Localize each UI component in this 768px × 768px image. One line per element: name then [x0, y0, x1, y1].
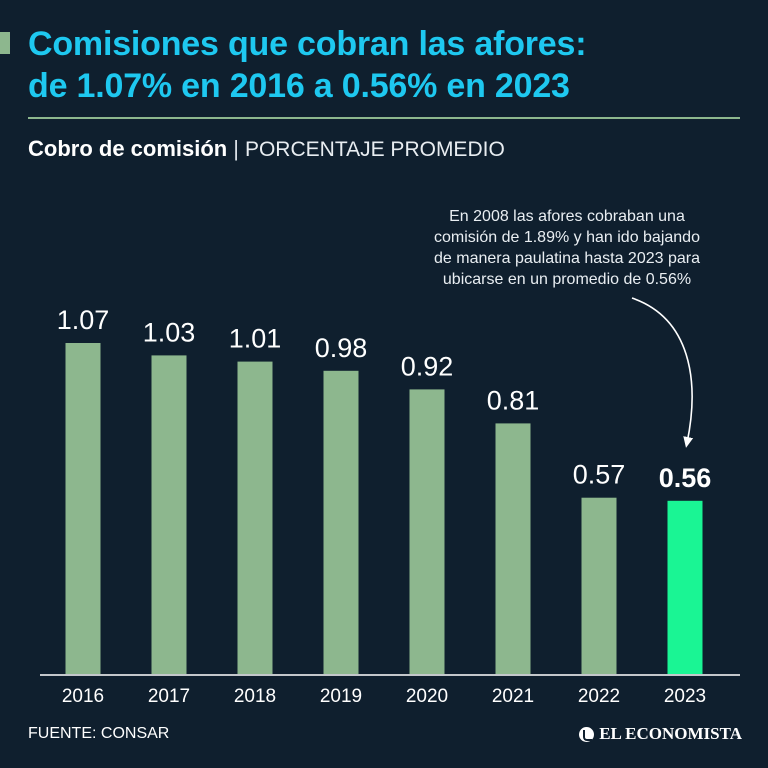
- value-label-2021: 0.81: [487, 385, 540, 415]
- annotation-line: ubicarse en un promedio de 0.56%: [442, 271, 692, 288]
- value-labels-group: 1.07 1.03 1.01 0.98 0.92 0.81 0.57 0.56: [57, 305, 712, 493]
- bar-2022: [581, 497, 617, 674]
- x-tick-2017: 2017: [148, 686, 190, 707]
- chart-subtitle: Cobro de comisión | PORCENTAJE PROMEDIO: [28, 134, 505, 165]
- x-tick-2020: 2020: [406, 686, 448, 707]
- bar-2017: [151, 355, 187, 674]
- brand-logo: EL ECONOMISTA: [579, 722, 742, 746]
- annotation-line: En 2008 las afores cobraban una: [449, 208, 685, 225]
- value-label-2020: 0.92: [401, 351, 454, 381]
- value-label-2018: 1.01: [229, 324, 282, 354]
- value-label-2019: 0.98: [315, 333, 368, 363]
- x-tick-2021: 2021: [492, 686, 534, 707]
- bars-group: [65, 343, 703, 674]
- subtitle-unit: PORCENTAJE PROMEDIO: [244, 138, 505, 161]
- x-tick-2023: 2023: [664, 686, 706, 707]
- bar-2023: [667, 500, 703, 674]
- brand-icon: [579, 726, 595, 742]
- x-tick-labels-group: 2016 2017 2018 2019 2020 2021 2022 2023: [62, 686, 706, 707]
- title-line-2: de 1.07% en 2016 a 0.56% en 2023: [28, 67, 570, 105]
- value-label-2023: 0.56: [659, 463, 712, 493]
- bar-2018: [237, 361, 273, 674]
- x-tick-2018: 2018: [234, 686, 276, 707]
- title-divider: [28, 117, 740, 119]
- brand-name: EL ECONOMISTA: [599, 724, 742, 743]
- subtitle-main: Cobro de comisión: [28, 136, 228, 161]
- bar-2020: [409, 389, 445, 674]
- value-label-2022: 0.57: [573, 460, 626, 490]
- bar-2021: [495, 423, 531, 674]
- subtitle-separator: |: [233, 136, 239, 161]
- title-accent-bar: [0, 32, 10, 54]
- x-tick-2022: 2022: [578, 686, 620, 707]
- x-tick-2016: 2016: [62, 686, 104, 707]
- title-line-1: Comisiones que cobran las afores:: [28, 25, 587, 63]
- value-label-2016: 1.07: [57, 305, 110, 335]
- source-note: FUENTE: CONSAR: [28, 725, 170, 742]
- chart-annotation: En 2008 las afores cobraban una comisión…: [392, 206, 742, 290]
- annotation-line: de manera paulatina hasta 2023 para: [434, 250, 700, 267]
- annotation-line: comisión de 1.89% y han ido bajando: [434, 229, 700, 246]
- bar-2019: [323, 370, 359, 674]
- annotation-arrow: [631, 297, 694, 448]
- value-label-2017: 1.03: [143, 317, 196, 347]
- bar-2016: [65, 343, 101, 674]
- x-tick-2019: 2019: [320, 686, 362, 707]
